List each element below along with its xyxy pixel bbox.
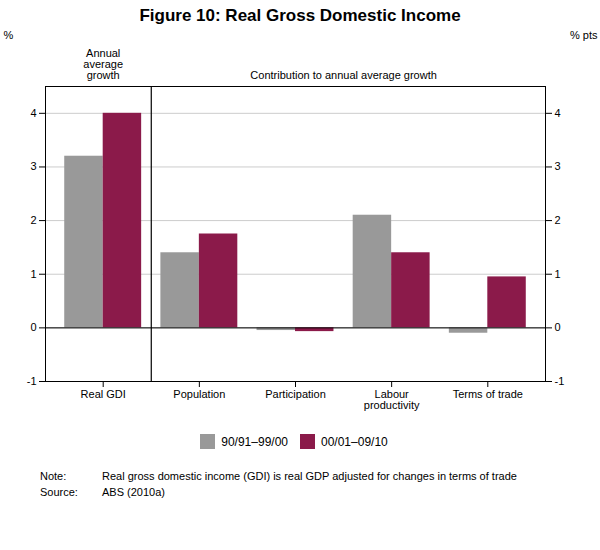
svg-text:-1: -1 — [27, 375, 37, 387]
html-text:90/91–99/00: 90/91–99/00 — [221, 434, 288, 449]
html-text:Note:: Note: — [40, 470, 67, 482]
html-text:ABS (2010a): ABS (2010a) — [102, 486, 165, 498]
html-text:Figure 10: Real Gross Domestic: Figure 10: Real Gross Domestic Income — [139, 6, 461, 25]
svg-text:2: 2 — [555, 214, 561, 226]
svg-text:% pts: % pts — [570, 29, 598, 41]
svg-text:1: 1 — [30, 268, 36, 280]
svg-text:Annualaveragegrowth: Annualaveragegrowth — [83, 47, 123, 81]
svg-text:2: 2 — [30, 214, 36, 226]
svg-text:3: 3 — [30, 160, 36, 172]
svg-text:Real GDI: Real GDI — [81, 388, 126, 400]
svg-text:0: 0 — [30, 321, 36, 333]
svg-text:Contribution to annual average: Contribution to annual average growth — [250, 69, 437, 81]
svg-text:Terms of trade: Terms of trade — [453, 388, 523, 400]
svg-text:4: 4 — [555, 107, 561, 119]
svg-text:%: % — [4, 29, 14, 41]
svg-text:1: 1 — [555, 268, 561, 280]
html-text:Source:: Source: — [40, 486, 78, 498]
svg-text:-1: -1 — [555, 375, 565, 387]
svg-text:0: 0 — [555, 321, 561, 333]
html-text:00/01–09/10: 00/01–09/10 — [321, 434, 388, 449]
svg-text:Labourproductivity: Labourproductivity — [364, 388, 420, 411]
svg-text:Participation: Participation — [265, 388, 326, 400]
svg-text:Population: Population — [173, 388, 225, 400]
svg-text:4: 4 — [30, 107, 36, 119]
html-text:Real gross domestic income (GD: Real gross domestic income (GDI) is real… — [102, 470, 517, 482]
svg-text:3: 3 — [555, 160, 561, 172]
